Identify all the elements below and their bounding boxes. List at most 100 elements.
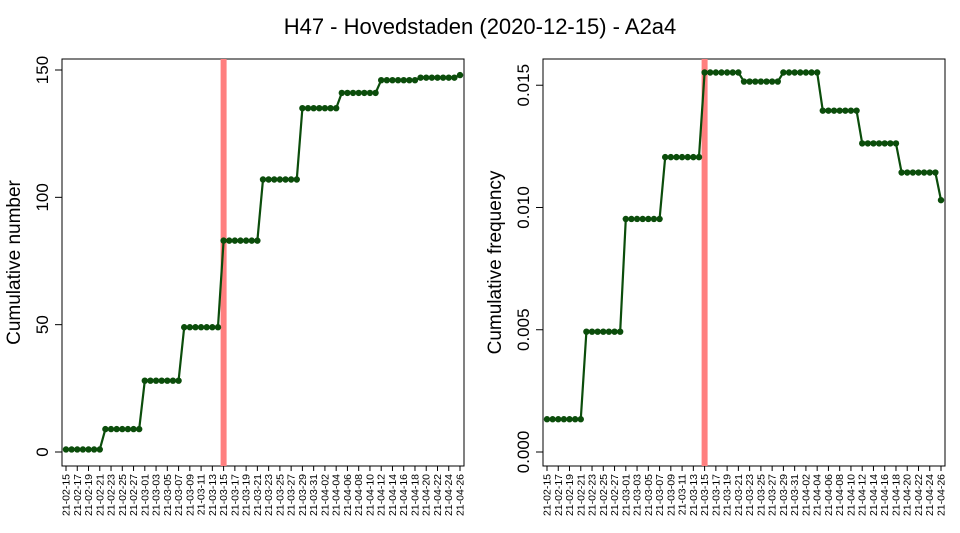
data-point (836, 107, 843, 114)
x-tick-label: 21-04-20 (902, 474, 914, 516)
data-point (723, 69, 731, 76)
x-tick-label: 21-04-06 (823, 474, 835, 516)
data-point (130, 425, 137, 433)
data-point (583, 328, 590, 335)
data-point (175, 377, 182, 384)
x-tick-label: 21-02-19 (564, 474, 576, 516)
data-point (830, 107, 838, 114)
data-point (926, 169, 933, 176)
data-point (276, 176, 284, 183)
data-point (445, 74, 452, 81)
data-point (780, 69, 787, 76)
x-tick-label: 21-04-06 (342, 474, 354, 516)
data-point (797, 69, 804, 76)
chart-title: H47 - Hovedstaden (2020-12-15) - A2a4 (284, 14, 677, 39)
y-tick-label: 0.010 (514, 186, 533, 229)
x-tick-label: 21-03-29 (778, 474, 790, 516)
data-point (915, 169, 922, 176)
data-point (406, 76, 413, 84)
data-point (102, 425, 109, 433)
x-tick-label: 21-02-25 (598, 474, 610, 516)
x-tick-label: 21-04-26 (455, 474, 467, 516)
data-point (752, 78, 759, 85)
y-tick-label: 0.015 (514, 64, 533, 107)
data-point (645, 215, 652, 223)
data-point (571, 416, 579, 423)
data-point (135, 425, 143, 433)
x-tick-label: 21-02-21 (575, 474, 587, 516)
data-point (439, 74, 447, 81)
data-point (628, 215, 635, 223)
data-point (892, 140, 900, 147)
data-point (62, 446, 70, 453)
data-point (107, 425, 115, 433)
data-point (549, 416, 556, 423)
x-tick-label: 21-04-24 (443, 474, 455, 516)
x-tick-label: 21-03-09 (184, 474, 196, 516)
data-point (271, 176, 278, 183)
x-tick-label: 21-04-08 (834, 474, 846, 516)
y-tick-label: 0 (33, 447, 52, 456)
data-point (169, 377, 177, 384)
data-point (378, 76, 385, 84)
y-tick-label: 100 (33, 183, 52, 211)
x-tick-label: 21-03-03 (632, 474, 644, 516)
data-point (259, 176, 267, 183)
data-point (577, 416, 584, 423)
data-point (316, 105, 323, 112)
data-point (158, 377, 165, 384)
data-point (718, 69, 725, 76)
data-point (656, 215, 663, 223)
data-point (428, 74, 436, 81)
x-tick-label: 21-02-27 (609, 474, 621, 516)
data-point (560, 416, 568, 423)
data-point (662, 153, 669, 161)
data-point (411, 76, 419, 84)
data-point (594, 328, 601, 335)
data-point (327, 105, 334, 112)
x-tick-label: 21-04-22 (432, 474, 444, 516)
data-point (451, 74, 458, 81)
x-tick-label: 21-04-24 (924, 474, 936, 516)
data-point (678, 153, 686, 161)
x-tick-label: 21-02-23 (106, 474, 118, 516)
data-point (197, 324, 205, 331)
x-tick-label: 21-03-13 (688, 474, 700, 516)
data-point (242, 237, 250, 244)
x-tick-label: 21-04-10 (364, 474, 376, 516)
data-point (141, 377, 148, 384)
x-tick-label: 21-02-25 (117, 474, 129, 516)
data-point (248, 237, 255, 244)
data-point (366, 89, 374, 97)
x-tick-label: 21-03-21 (252, 474, 264, 516)
data-point (456, 71, 464, 79)
data-point (389, 76, 396, 84)
data-point (566, 416, 573, 423)
data-point (701, 69, 708, 76)
data-point (231, 237, 239, 244)
data-point (605, 328, 613, 335)
cumulative-frequency-panel: 0.000 0.005 0.010 0.015 Cumulative frequency… (485, 58, 948, 516)
x-tick-label: 21-03-29 (297, 474, 309, 516)
data-point (588, 328, 596, 335)
data-point (909, 169, 917, 176)
data-point (707, 69, 714, 76)
data-point (622, 215, 629, 223)
data-point (79, 446, 87, 453)
x-tick-label: 21-04-16 (879, 474, 891, 516)
data-point (904, 169, 911, 176)
data-point (729, 69, 736, 76)
data-point (740, 78, 748, 85)
data-point (932, 169, 939, 176)
data-point (819, 107, 826, 114)
data-point (344, 89, 351, 97)
data-point (293, 176, 300, 183)
x-tick-label: 21-04-12 (857, 474, 869, 516)
data-point (349, 89, 357, 97)
x-tick-label: 21-03-05 (643, 474, 655, 516)
data-point (265, 176, 272, 183)
plot-frame (61, 58, 465, 467)
data-point (853, 107, 860, 114)
data-point (600, 328, 607, 335)
